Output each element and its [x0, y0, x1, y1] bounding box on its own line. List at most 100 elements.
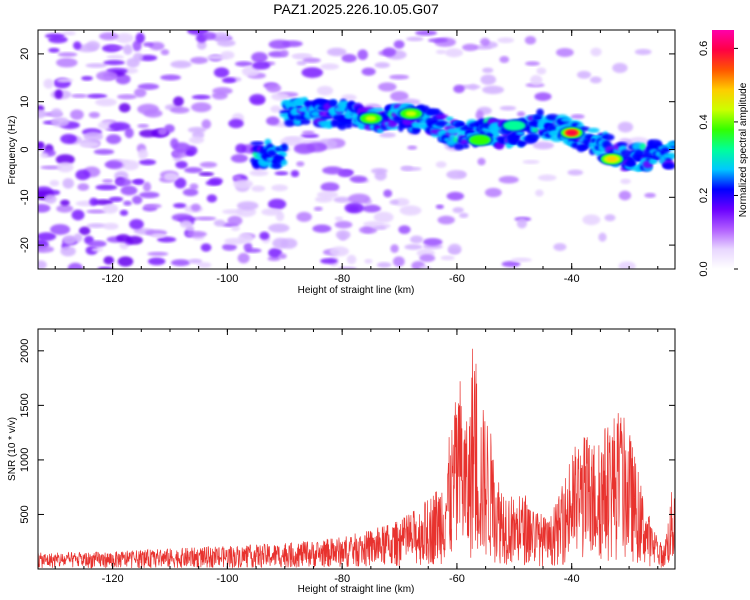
- spectrogram-noise-blob: [38, 203, 51, 213]
- spectrogram-noise-blob: [184, 167, 203, 174]
- spectrogram-noise-blob: [56, 57, 78, 68]
- spectrogram-noise-blob: [211, 91, 228, 100]
- spectrogram-noise-blob: [191, 94, 211, 100]
- spectrogram-noise-blob: [341, 94, 357, 101]
- spectrogram-noise-blob: [359, 226, 373, 234]
- spectrogram-noise-blob: [400, 166, 422, 171]
- snr-panel: -120 -100 -80 -60 -40 500 1000 1500 2000 Height…: [7, 328, 676, 595]
- spectrogram-noise-blob: [188, 258, 203, 264]
- snr-x-label: Height of straight line (km): [298, 584, 415, 595]
- spectrogram-noise-blob: [38, 260, 47, 269]
- spectrogram-ridge-blob: [601, 133, 615, 141]
- spectrogram-noise-blob: [499, 105, 517, 111]
- snr-x-tick-label: -80: [334, 573, 350, 585]
- spectrogram-noise-blob: [102, 179, 114, 184]
- spectrogram-noise-blob: [104, 160, 123, 169]
- spectrogram-noise-blob: [393, 40, 405, 49]
- spectrogram-noise-blob: [137, 83, 160, 90]
- spectrogram-noise-blob: [67, 262, 83, 269]
- spectrogram-noise-blob: [335, 230, 351, 240]
- spectrogram-noise-blob: [70, 109, 84, 120]
- spectrogram-noise-blob: [139, 129, 157, 138]
- spectrogram-noise-blob: [302, 57, 321, 63]
- spectrogram-noise-blob: [120, 185, 138, 196]
- colorbar-label: Normalized spectral amplitude: [738, 82, 749, 217]
- spectrogram-noise-blob: [173, 96, 184, 107]
- spectrogram-noise-blob: [501, 261, 521, 268]
- spectrogram-noise-blob: [245, 248, 262, 253]
- spectrogram-noise-blob: [197, 262, 212, 268]
- spectrogram-noise-blob: [480, 74, 497, 85]
- spectrogram-noise-blob: [106, 134, 122, 145]
- spectrogram-noise-blob: [199, 161, 218, 168]
- spectrogram-noise-blob: [498, 175, 519, 184]
- spectrogram-noise-blob: [188, 136, 205, 144]
- spectrogram-noise-blob: [291, 53, 311, 59]
- spectrogram-x-tick-label: -40: [564, 273, 580, 285]
- spectrogram-noise-blob: [106, 54, 125, 60]
- spectrogram-peak: [405, 110, 417, 117]
- spectrogram-noise-blob: [445, 48, 464, 58]
- spectrogram-noise-blob: [419, 265, 432, 269]
- spectrogram-peak: [508, 122, 520, 129]
- spectrogram-noise-blob: [78, 226, 91, 236]
- spectrogram-noise-blob: [404, 244, 423, 250]
- spectrogram-noise-blob: [73, 233, 83, 243]
- spectrogram-noise-blob: [88, 111, 100, 119]
- spectrogram-noise-blob: [349, 175, 368, 183]
- spectrogram-noise-blob: [312, 224, 332, 233]
- spectrogram-noise-blob: [535, 189, 544, 197]
- spectrogram-noise-blob: [290, 170, 300, 178]
- spectrogram-y-tick-label: -20: [19, 237, 31, 253]
- spectrogram-noise-blob: [50, 224, 71, 235]
- spectrogram-noise-blob: [415, 30, 438, 36]
- spectrogram-noise-blob: [362, 204, 381, 213]
- spectrogram-noise-blob: [582, 214, 601, 226]
- spectrogram-noise-blob: [57, 52, 78, 57]
- spectrogram-x-tick-label: -100: [216, 273, 238, 285]
- spectrogram-noise-blob: [302, 130, 315, 135]
- spectrogram-noise-blob: [389, 74, 410, 80]
- spectrogram-noise-blob: [108, 196, 124, 202]
- spectrogram-noise-blob: [435, 204, 444, 210]
- spectrogram-noise-blob: [48, 47, 60, 53]
- snr-frame: [37, 328, 676, 570]
- spectrogram-noise-blob: [266, 116, 280, 126]
- spectrogram-noise-blob: [482, 67, 494, 74]
- spectrogram-noise-blob: [75, 169, 91, 181]
- spectrogram-noise-blob: [296, 60, 307, 66]
- spectrogram-noise-blob: [137, 148, 149, 160]
- spectrogram-noise-blob: [123, 200, 132, 206]
- spectrogram-ridge-blob: [337, 100, 350, 110]
- spectrogram-noise-blob: [86, 209, 107, 214]
- spectrogram-noise-blob: [44, 33, 65, 39]
- spectrogram-noise-blob: [634, 48, 652, 55]
- spectrogram-noise-blob: [202, 31, 217, 41]
- snr-y-label: SNR (10 * v/v): [7, 417, 18, 481]
- spectrogram-noise-blob: [452, 207, 464, 214]
- spectrogram-noise-blob: [95, 98, 117, 107]
- spectrogram-ridge-blob: [411, 126, 421, 134]
- spectrogram-noise-blob: [320, 63, 340, 70]
- spectrogram-noise-blob: [280, 49, 289, 58]
- spectrogram-ridge-blob: [370, 108, 385, 113]
- colorbar-tick-label: 0.2: [698, 188, 710, 203]
- spectrogram-ridge-blob: [301, 118, 311, 125]
- spectrogram-ridge-blob: [532, 127, 540, 133]
- spectrogram-noise-blob: [447, 243, 462, 255]
- spectrogram-noise-blob: [278, 253, 287, 259]
- snr-y-tick-label: 1000: [19, 448, 31, 472]
- spectrogram-noise-blob: [398, 225, 411, 235]
- spectrogram-noise-blob: [227, 215, 243, 226]
- colorbar: 0.0 0.2 0.4 0.6 Normalized spectral amplitu…: [698, 30, 749, 277]
- spectrogram-noise-blob: [296, 161, 305, 167]
- spectrogram-ridge-blob: [620, 149, 633, 158]
- spectrogram-noise-blob: [516, 111, 526, 117]
- spectrogram-noise-blob: [50, 108, 63, 118]
- spectrogram-noise-blob: [62, 234, 77, 245]
- spectrogram-noise-blob: [271, 92, 289, 101]
- spectrogram-noise-blob: [383, 189, 393, 198]
- spectrogram-noise-blob: [320, 182, 340, 192]
- spectrogram-noise-blob: [435, 49, 447, 55]
- spectrogram-noise-blob: [284, 136, 305, 141]
